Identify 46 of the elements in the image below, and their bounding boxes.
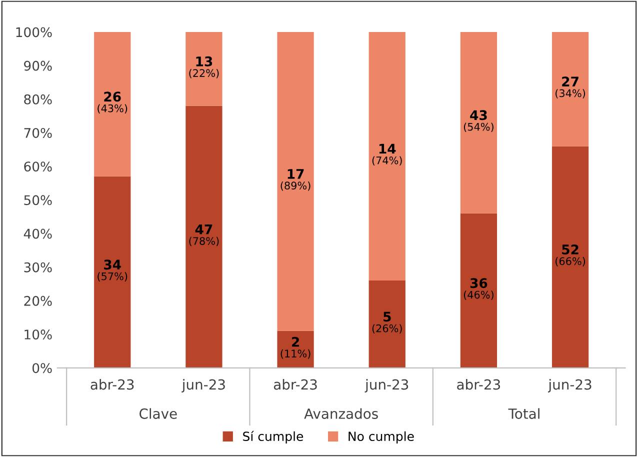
x-tick-label: abr-23 [457,378,500,390]
y-tick-label: 20% [24,296,52,306]
x-tick-label: jun-23 [364,378,408,392]
bar [368,32,406,281]
data-label: 36 (46%) [464,278,494,300]
bar [186,106,222,368]
bar [94,176,131,368]
data-label: 27 (34%) [556,76,586,98]
text: Clave [140,408,177,419]
data-label: 13 (22%) [189,56,219,78]
data-label: 26 (43%) [98,92,128,114]
y-tick-label: 60% [24,162,52,172]
x-tick-label: abr-23 [90,378,134,390]
y-tick-label: 30% [24,262,52,272]
y-tick-label: 90% [24,60,52,71]
x-tick-label: jun-23 [182,378,225,392]
y-tick-label: 80% [24,94,52,104]
x-tick-label: abr-23 [274,378,317,390]
data-label: 34 (57%) [98,260,128,282]
y-tick-label: 0% [32,363,52,374]
bar [277,32,314,331]
x-tick-label: jun-23 [548,378,592,392]
y-tick-label: 50% [24,195,52,206]
legend-label: No cumple [348,431,414,444]
bar [460,32,498,214]
bar [552,32,589,146]
y-tick-label: 10% [24,330,52,340]
text: Avanzados [304,408,378,419]
data-label: 52 (66%) [556,244,586,266]
y-tick-label: 40% [24,228,52,239]
y-tick-label: 70% [24,128,52,138]
bar [277,330,314,368]
y-tick-label: 100% [16,27,52,38]
data-label: 5 (26%) [372,312,402,334]
legend-label: Sí cumple [243,430,304,444]
bar [368,280,406,368]
bar [552,146,589,368]
bar [460,213,498,368]
bar [94,32,131,176]
data-label: 43 (54%) [464,110,494,132]
data-label: 2 (11%) [280,336,310,359]
data-label: 47 (78%) [189,224,219,246]
text: Total [508,408,540,419]
data-label: 14 (74%) [372,144,402,166]
bar [186,32,222,106]
data-label: 17 (89%) [280,169,310,191]
